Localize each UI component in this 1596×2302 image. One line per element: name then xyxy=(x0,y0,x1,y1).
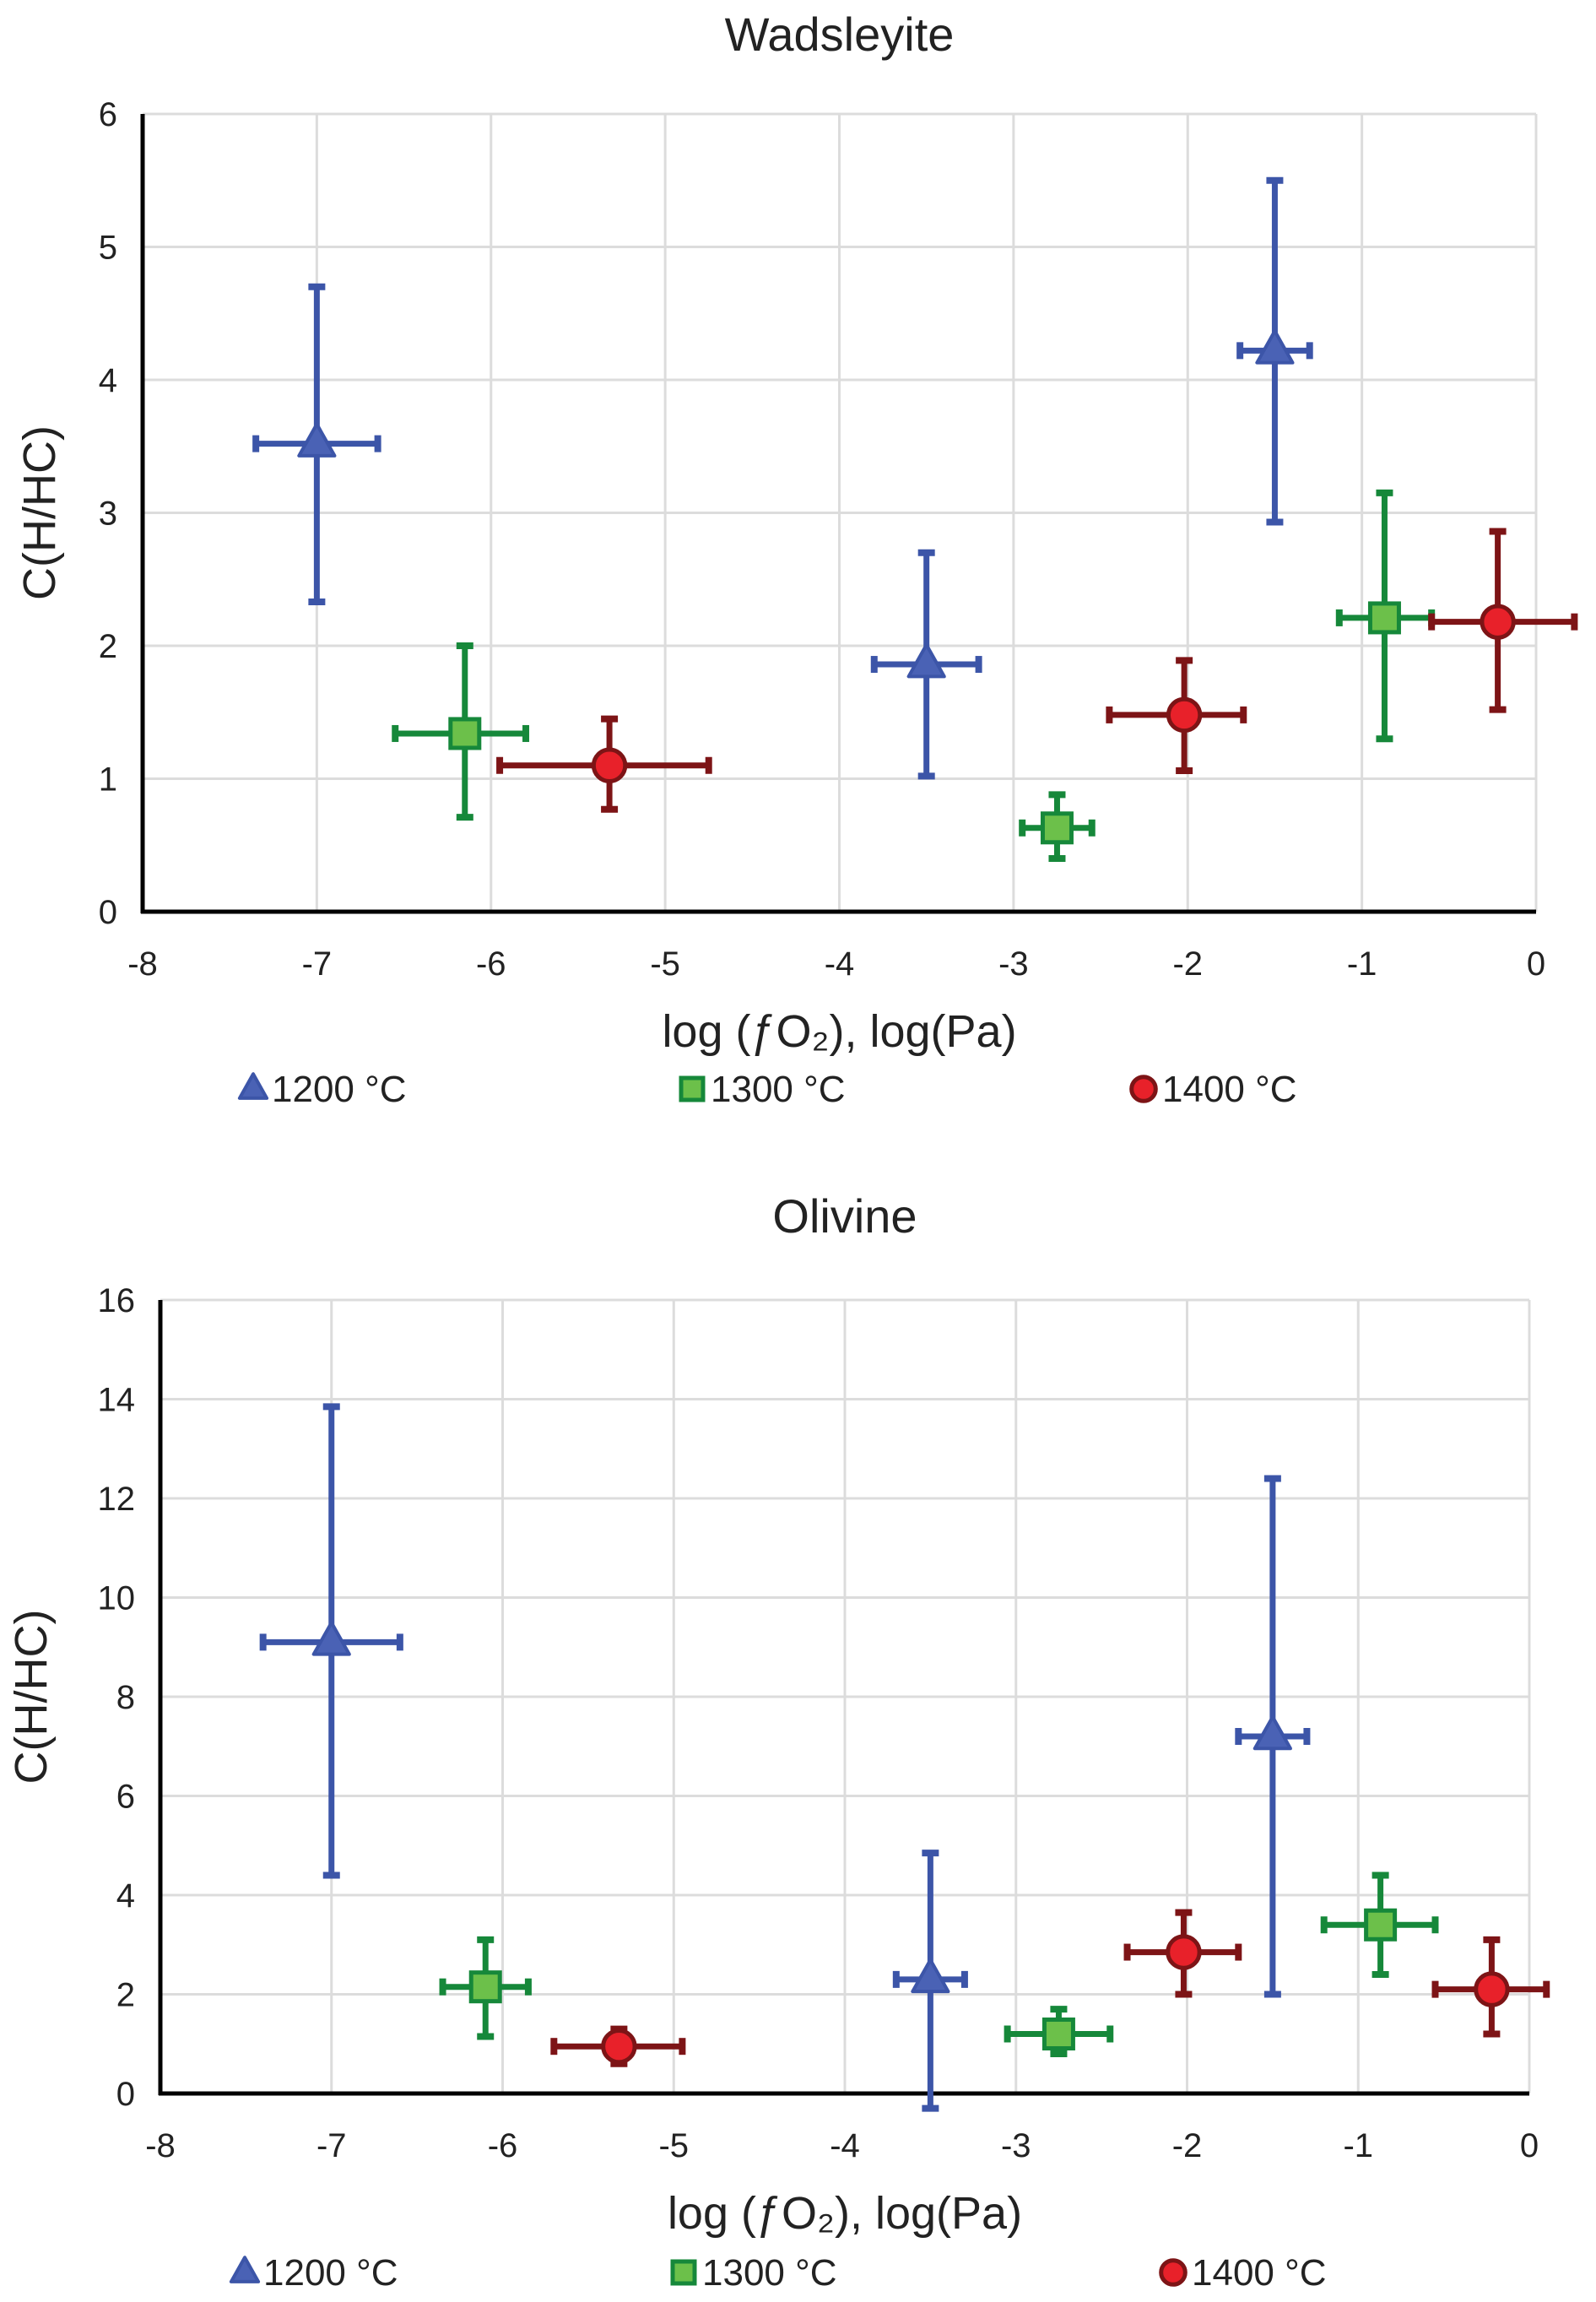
data-point xyxy=(1474,1971,1510,2007)
y-axis-label: C(H/HC) xyxy=(14,425,65,600)
chart-title: Wadsleyite xyxy=(725,8,955,61)
data-point xyxy=(1252,1714,1292,1751)
legend-label: 1200 °C xyxy=(272,1069,406,1110)
x-tick-label: -4 xyxy=(830,2127,860,2164)
y-axis-label: C(H/HC) xyxy=(6,1610,57,1785)
legend-item: 1300 °C xyxy=(670,2252,836,2294)
y-tick-label: 6 xyxy=(99,96,117,133)
y-tick-label: 0 xyxy=(99,894,117,931)
data-point xyxy=(1166,696,1203,734)
data-point xyxy=(1364,1908,1398,1942)
x-axis-label: log (ƒO₂), log(Pa) xyxy=(668,2188,1022,2239)
series-1400 xyxy=(496,528,1578,813)
x-tick-label: -8 xyxy=(145,2127,176,2164)
y-tick-label: 3 xyxy=(99,496,117,533)
legend-label: 1400 °C xyxy=(1192,2252,1326,2294)
data-point xyxy=(1480,604,1516,640)
series-1200 xyxy=(252,176,1313,780)
x-tick-label: -8 xyxy=(127,945,158,983)
y-tick-label: 14 xyxy=(98,1382,136,1419)
legend-item: 1200 °C xyxy=(229,2252,398,2294)
data-point xyxy=(1255,329,1295,365)
legend-item: 1300 °C xyxy=(679,1069,845,1110)
y-tick-label: 2 xyxy=(116,1977,135,2014)
y-tick-label: 6 xyxy=(116,1779,135,1816)
x-tick-label: -2 xyxy=(1172,945,1203,983)
x-tick-label: 0 xyxy=(1527,945,1545,983)
x-tick-label: -3 xyxy=(1001,2127,1031,2164)
series-1200 xyxy=(259,1403,1311,2112)
x-tick-label: -5 xyxy=(658,2127,689,2164)
x-tick-label: -6 xyxy=(476,945,506,983)
legend-label: 1300 °C xyxy=(702,2252,836,2294)
y-tick-label: 16 xyxy=(98,1282,136,1319)
legend-marker xyxy=(1129,1075,1158,1103)
legend-item: 1400 °C xyxy=(1159,2252,1326,2294)
x-tick-label: -4 xyxy=(825,945,855,983)
y-tick-label: 2 xyxy=(99,628,117,665)
y-tick-label: 10 xyxy=(98,1580,136,1617)
legend-marker xyxy=(679,1075,706,1102)
x-tick-label: -1 xyxy=(1343,2127,1373,2164)
data-point xyxy=(311,1621,351,1656)
data-point xyxy=(1166,1934,1202,1970)
y-tick-label: 5 xyxy=(99,230,117,267)
data-point xyxy=(906,642,946,679)
x-tick-label: -7 xyxy=(316,2127,347,2164)
x-tick-label: -5 xyxy=(650,945,680,983)
x-axis-label: log (ƒO₂), log(Pa) xyxy=(662,1006,1016,1057)
legend-marker xyxy=(229,2256,261,2283)
x-tick-label: -6 xyxy=(488,2127,518,2164)
x-tick-label: -2 xyxy=(1172,2127,1203,2164)
x-tick-label: -3 xyxy=(998,945,1029,983)
data-point xyxy=(468,1970,502,2004)
data-point xyxy=(591,747,628,783)
legend-item: 1200 °C xyxy=(237,1069,406,1110)
chart-olivine: Olivine -8 -7 -6 -5 -4 -3 -2 -1 0 0 2 4 6 8 10 12 14 16 log… xyxy=(6,1189,1550,2294)
series-1300 xyxy=(439,1871,1439,2057)
chart-wadsleyite: Wadsleyite -8 -7 -6 -5 -4 -3 -2 -1 0 0 1 2 3 4 5 6 log (ƒ… xyxy=(14,8,1578,1110)
x-tick-label: -1 xyxy=(1347,945,1377,983)
chart-title: Olivine xyxy=(772,1189,917,1243)
legend-marker xyxy=(237,1072,269,1100)
y-tick-label: 12 xyxy=(98,1481,136,1518)
series-1400 xyxy=(550,1909,1550,2067)
legend-label: 1200 °C xyxy=(263,2252,398,2294)
y-tick-label: 4 xyxy=(116,1877,135,1915)
y-tick-label: 1 xyxy=(99,761,117,799)
data-point xyxy=(1041,2018,1075,2050)
y-tick-label: 0 xyxy=(116,2076,135,2113)
x-tick-label: 0 xyxy=(1520,2127,1539,2164)
legend-marker xyxy=(670,2259,697,2286)
legend-item: 1400 °C xyxy=(1129,1069,1296,1110)
legend-label: 1300 °C xyxy=(711,1069,845,1110)
legend-label: 1400 °C xyxy=(1162,1069,1296,1110)
data-point xyxy=(297,422,337,458)
y-tick-label: 4 xyxy=(99,362,117,399)
data-point xyxy=(911,1958,950,1994)
legend-marker xyxy=(1159,2258,1188,2287)
y-tick-label: 8 xyxy=(116,1679,135,1716)
data-point xyxy=(1367,601,1401,635)
data-point xyxy=(601,2028,637,2065)
data-point xyxy=(1040,811,1074,845)
x-tick-label: -7 xyxy=(302,945,333,983)
data-point xyxy=(448,717,482,750)
